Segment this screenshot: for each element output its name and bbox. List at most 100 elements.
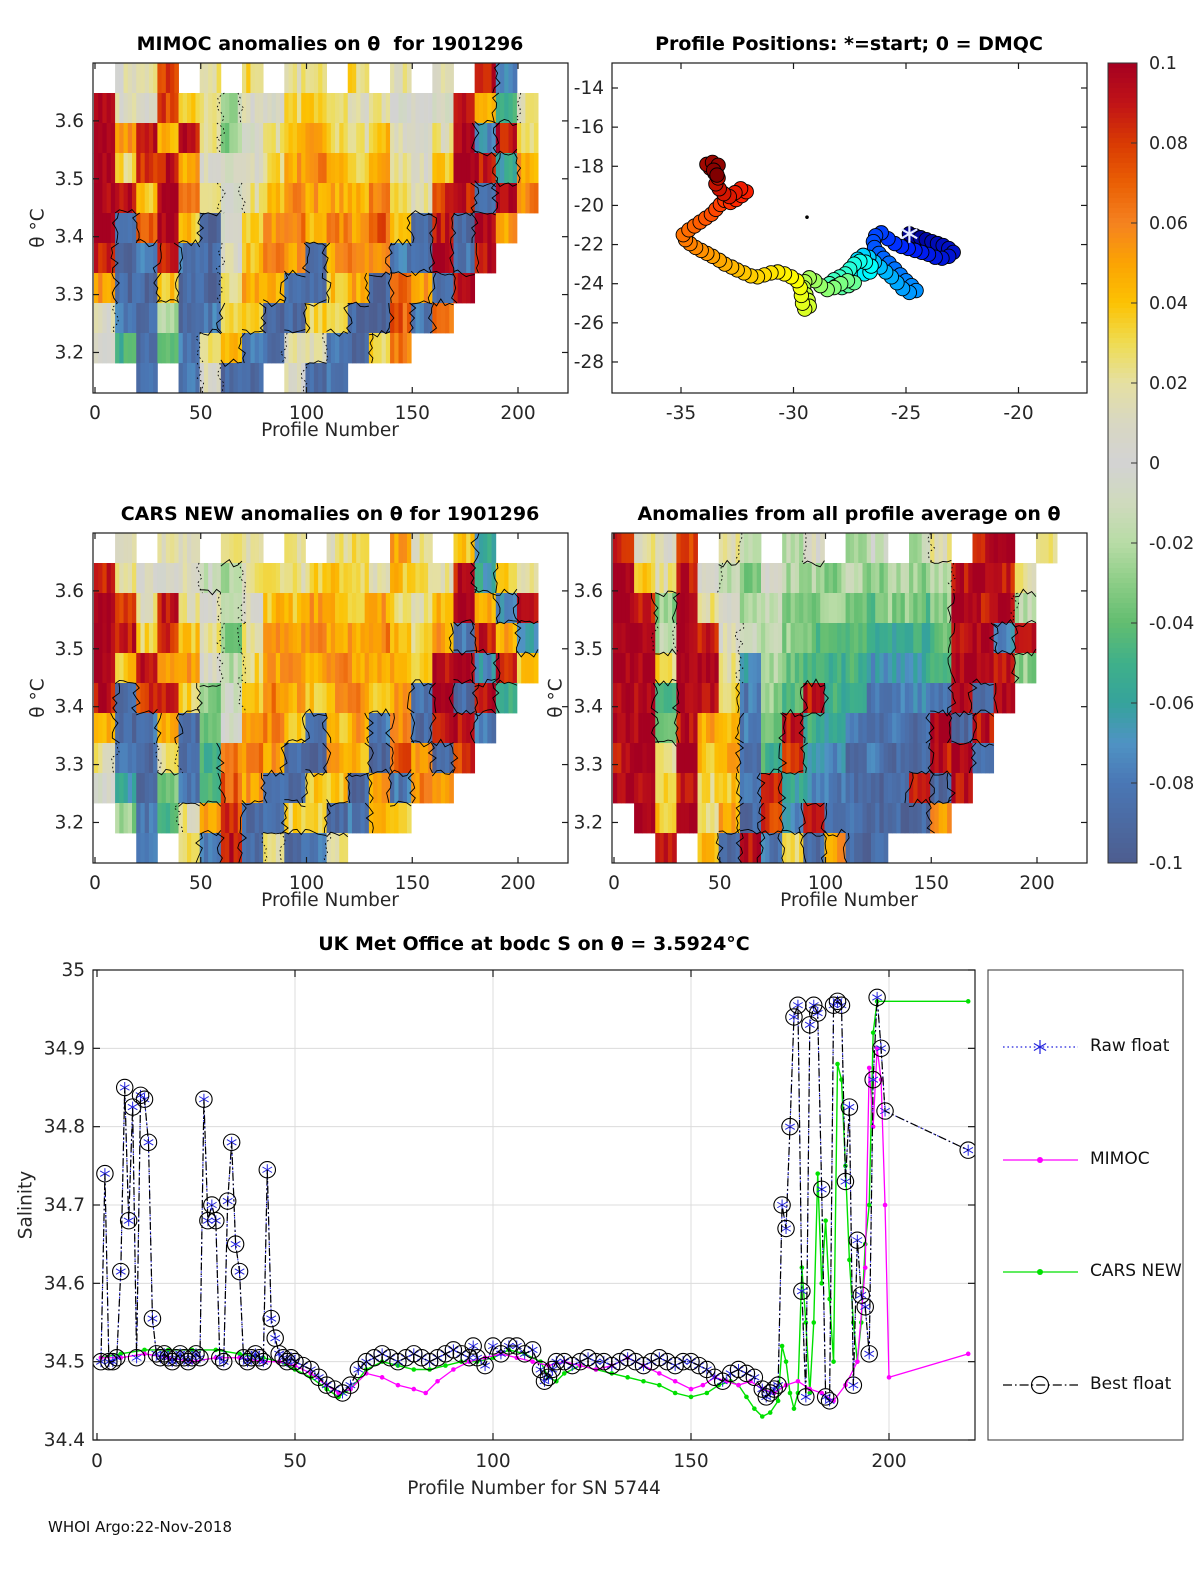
svg-text:-35: -35 [666, 403, 696, 424]
svg-text:-14: -14 [574, 78, 604, 99]
legend-label-raw-float: Raw float [1090, 1036, 1170, 1056]
avg-ylabel: θ °C [545, 678, 567, 718]
svg-text:3.6: 3.6 [55, 111, 84, 132]
svg-text:3.3: 3.3 [55, 755, 84, 776]
svg-text:-0.08: -0.08 [1149, 774, 1194, 794]
salinity-series [93, 988, 975, 1419]
svg-text:-20: -20 [574, 195, 604, 216]
svg-text:3.6: 3.6 [55, 581, 84, 602]
footer-credit: WHOI Argo:22-Nov-2018 [48, 1518, 232, 1536]
svg-text:100: 100 [289, 873, 324, 894]
avg-contours [650, 533, 1037, 863]
svg-text:3.4: 3.4 [55, 697, 84, 718]
svg-text:-25: -25 [891, 403, 921, 424]
trajectory-points [675, 154, 961, 317]
svg-text:-0.1: -0.1 [1149, 854, 1183, 874]
cars-ylabel: θ °C [27, 678, 49, 718]
svg-text:3.5: 3.5 [55, 639, 84, 660]
legend [987, 969, 1184, 1441]
svg-text:150: 150 [914, 873, 949, 894]
start-marker-asterisk [901, 224, 918, 243]
svg-text:0.1: 0.1 [1149, 54, 1177, 74]
mimoc-title: MIMOC anomalies on θ for 1901296 [136, 33, 524, 55]
svg-text:34.5: 34.5 [44, 1352, 85, 1373]
svg-text:150: 150 [395, 873, 430, 894]
svg-text:3.5: 3.5 [55, 169, 84, 190]
svg-text:35: 35 [61, 960, 85, 981]
svg-text:150: 150 [673, 1451, 708, 1472]
svg-text:0: 0 [1149, 454, 1160, 474]
svg-text:50: 50 [708, 873, 732, 894]
svg-text:200: 200 [500, 873, 535, 894]
svg-text:34.4: 34.4 [44, 1430, 85, 1451]
svg-text:3.5: 3.5 [574, 639, 603, 660]
legend-label-mimoc: MIMOC [1090, 1149, 1150, 1169]
svg-text:0: 0 [89, 873, 101, 894]
cars-axes: 0 50 100 150 200 3.2 3.3 3.4 3.5 3.6 [55, 533, 568, 894]
svg-text:3.4: 3.4 [574, 697, 603, 718]
mimoc-contours [110, 63, 522, 393]
positions-axes: -35 -30 -25 -20 -28 -26 -24 -22 -20 -18 -16 -14 [574, 63, 1087, 424]
salinity-title: UK Met Office at bodc S on θ = 3.5924°C [318, 933, 750, 955]
svg-text:-18: -18 [574, 156, 604, 177]
svg-text:-28: -28 [574, 352, 604, 373]
svg-text:3.3: 3.3 [55, 285, 84, 306]
svg-text:0: 0 [89, 403, 101, 424]
svg-text:0.06: 0.06 [1149, 214, 1188, 234]
svg-text:34.6: 34.6 [44, 1273, 85, 1294]
svg-text:100: 100 [808, 873, 843, 894]
cars-heatmap-panel: 0 50 100 150 200 3.2 3.3 3.4 3.5 3.6 [55, 532, 569, 894]
svg-text:3.2: 3.2 [55, 342, 84, 363]
svg-text:-0.06: -0.06 [1149, 694, 1194, 714]
salinity-axes: 0 50 100 150 200 34.4 34.5 34.6 34.7 34.8 34.9 35 [44, 960, 975, 1472]
cars-cells [93, 533, 539, 863]
cars-title: CARS NEW anomalies on θ for 1901296 [120, 503, 540, 525]
colorbar: 0.1 0.08 0.06 0.04 0.02 0 -0.02 -0.04 -0.06 -0.08… [1107, 54, 1194, 874]
legend-label-cars-new: CARS NEW [1090, 1261, 1182, 1281]
svg-text:50: 50 [189, 403, 213, 424]
legend-label-best-float: Best float [1090, 1374, 1172, 1394]
svg-text:0: 0 [91, 1451, 103, 1472]
avg-title: Anomalies from all profile average on θ [637, 503, 1061, 525]
svg-text:3.4: 3.4 [55, 227, 84, 248]
avg-axes: 0 50 100 150 200 3.2 3.3 3.4 3.5 3.6 [574, 533, 1087, 894]
svg-text:-30: -30 [778, 403, 808, 424]
svg-text:-0.04: -0.04 [1149, 614, 1194, 634]
mimoc-ylabel: θ °C [27, 208, 49, 248]
svg-text:3.2: 3.2 [574, 812, 603, 833]
svg-text:-16: -16 [574, 117, 604, 138]
positions-title: Profile Positions: *=start; 0 = DMQC [655, 33, 1043, 55]
svg-text:0.04: 0.04 [1149, 294, 1188, 314]
cars-contours [110, 533, 539, 863]
svg-text:3.6: 3.6 [574, 581, 603, 602]
svg-text:0.08: 0.08 [1149, 134, 1188, 154]
svg-text:-0.02: -0.02 [1149, 534, 1194, 554]
mimoc-axes: 0 50 100 150 200 3.2 3.3 3.4 3.5 3.6 [55, 63, 568, 424]
svg-text:0.02: 0.02 [1149, 374, 1188, 394]
svg-text:0: 0 [608, 873, 620, 894]
svg-text:50: 50 [283, 1451, 307, 1472]
avg-cells [612, 533, 1058, 863]
salinity-panel: 0 50 100 150 200 34.4 34.5 34.6 34.7 34.8 34.9 35 [44, 960, 976, 1472]
salinity-gridlines [93, 970, 975, 1440]
salinity-xlabel: Profile Number for SN 5744 [407, 1478, 661, 1499]
svg-text:3.2: 3.2 [55, 812, 84, 833]
svg-text:200: 200 [1019, 873, 1054, 894]
salinity-ylabel: Salinity [15, 1170, 37, 1240]
svg-text:-22: -22 [574, 235, 604, 256]
mimoc-xlabel: Profile Number [261, 420, 399, 441]
mimoc-heatmap-panel: 0 50 100 150 200 3.2 3.3 3.4 3.5 3.6 [55, 62, 569, 424]
svg-text:34.8: 34.8 [44, 1117, 85, 1138]
avg-heatmap-panel: 0 50 100 150 200 3.2 3.3 3.4 3.5 3.6 [574, 532, 1088, 894]
svg-text:100: 100 [475, 1451, 510, 1472]
positions-panel: -35 -30 -25 -20 -28 -26 -24 -22 -20 -18 -16 -14 [574, 62, 1088, 424]
svg-text:100: 100 [289, 403, 324, 424]
mimoc-cells [93, 63, 539, 393]
svg-text:200: 200 [871, 1451, 906, 1472]
svg-text:3.3: 3.3 [574, 755, 603, 776]
svg-text:-20: -20 [1003, 403, 1033, 424]
svg-text:-26: -26 [574, 313, 604, 334]
svg-text:150: 150 [395, 403, 430, 424]
